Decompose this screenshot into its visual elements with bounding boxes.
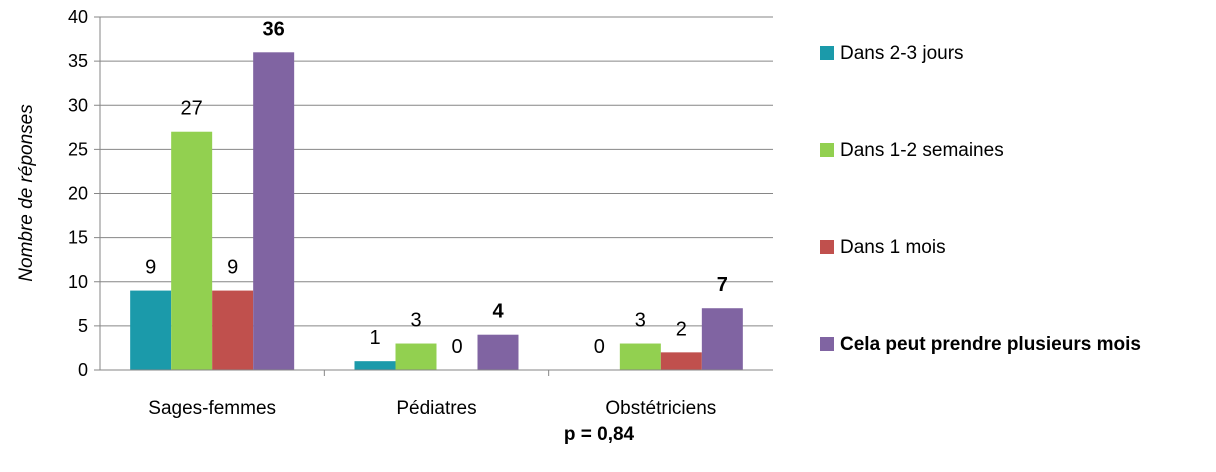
bar bbox=[212, 290, 254, 370]
y-tick-label: 25 bbox=[68, 139, 88, 159]
bar bbox=[395, 343, 437, 370]
y-tick-label: 5 bbox=[78, 316, 88, 336]
y-tick-label: 30 bbox=[68, 95, 88, 115]
data-label: 0 bbox=[451, 336, 462, 358]
axes bbox=[94, 16, 773, 376]
bar bbox=[660, 352, 702, 370]
legend-label: Dans 1-2 semaines bbox=[840, 140, 1004, 161]
data-label: 36 bbox=[263, 18, 285, 40]
data-label: 9 bbox=[145, 257, 156, 279]
p-value-label: p = 0,84 bbox=[564, 424, 635, 445]
data-label: 4 bbox=[492, 301, 504, 323]
legend-label: Dans 1 mois bbox=[840, 237, 946, 258]
y-axis-label: Nombre de réponses bbox=[16, 104, 37, 282]
bar bbox=[619, 343, 661, 370]
data-label: 7 bbox=[717, 274, 728, 296]
y-tick-label: 40 bbox=[68, 7, 88, 27]
legend-swatch bbox=[820, 46, 834, 60]
y-tick-label: 0 bbox=[78, 360, 88, 380]
legend-swatch bbox=[820, 143, 834, 157]
data-label: 2 bbox=[676, 318, 687, 340]
category-label: Obstétriciens bbox=[605, 398, 716, 419]
bar bbox=[130, 290, 172, 370]
bar bbox=[701, 308, 743, 370]
bar bbox=[477, 334, 519, 370]
data-label: 9 bbox=[227, 257, 238, 279]
bar bbox=[354, 361, 396, 370]
legend-label: Cela peut prendre plusieurs mois bbox=[840, 334, 1141, 355]
bars bbox=[130, 52, 743, 371]
y-tick-labels: 0 5 10 15 20 25 30 35 40 bbox=[68, 7, 88, 380]
y-tick-label: 15 bbox=[68, 228, 88, 248]
category-label: Sages-femmes bbox=[148, 398, 276, 419]
legend-label: Dans 2-3 jours bbox=[840, 43, 964, 64]
y-tick-label: 35 bbox=[68, 51, 88, 71]
legend: Dans 2-3 jours Dans 1-2 semaines Dans 1 mo… bbox=[820, 43, 1141, 355]
data-label: 3 bbox=[410, 310, 421, 332]
bar bbox=[253, 52, 295, 371]
bar bbox=[171, 131, 213, 370]
legend-swatch bbox=[820, 240, 834, 254]
category-labels: Sages-femmes Pédiatres Obstétriciens bbox=[148, 398, 716, 419]
legend-swatch bbox=[820, 337, 834, 351]
y-tick-label: 20 bbox=[68, 184, 88, 204]
data-label: 27 bbox=[181, 98, 203, 120]
data-label: 3 bbox=[635, 310, 646, 332]
data-label: 1 bbox=[369, 327, 380, 349]
data-label: 0 bbox=[594, 336, 605, 358]
y-tick-label: 10 bbox=[68, 272, 88, 292]
category-label: Pédiatres bbox=[396, 398, 476, 419]
